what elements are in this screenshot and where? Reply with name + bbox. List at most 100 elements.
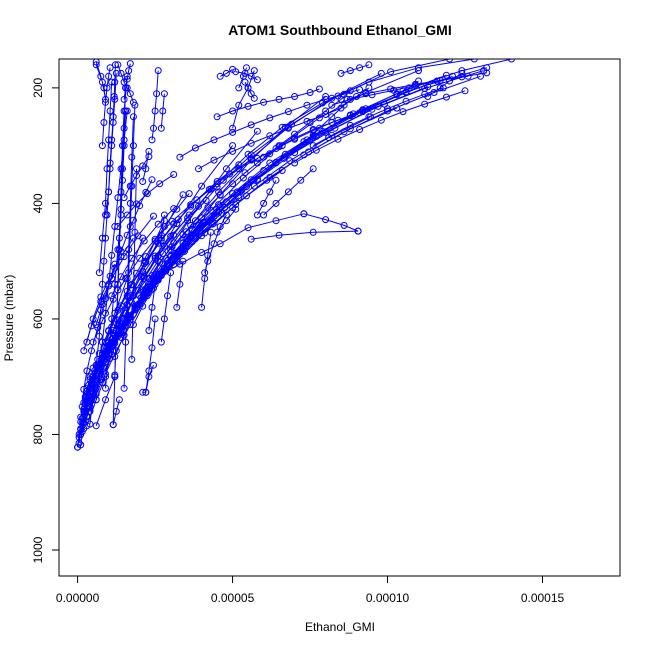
data-point [111,373,119,381]
data-point [92,422,100,430]
data-point [139,162,147,170]
chart-title: ATOM1 Southbound Ethanol_GMI [228,22,451,38]
data-point [156,258,164,266]
series-line [396,80,419,96]
data-point [247,72,255,80]
data-point [117,69,125,77]
data-point [213,208,221,216]
data-point [111,78,119,86]
data-point [253,159,261,167]
data-point [362,90,370,98]
data-point [266,150,274,158]
series-line [123,156,150,198]
data-point [247,139,255,147]
data-point [95,269,103,277]
data-point [168,217,176,225]
series-line [112,399,120,425]
data-point [126,90,134,98]
series-92 [83,373,109,430]
data-point [95,350,103,358]
series-line [198,107,342,170]
data-point [89,376,97,384]
data-point [150,361,157,369]
data-point [187,201,195,209]
data-point [117,188,125,196]
series-35 [95,78,116,277]
data-point [128,153,136,161]
y-tick-label: 600 [31,309,45,329]
data-point [115,396,123,404]
data-point [424,83,432,91]
data-point [80,407,88,415]
data-point [334,135,342,143]
series-line [101,234,175,383]
data-point [154,252,162,260]
data-point [128,299,136,307]
series-line [123,63,131,100]
series-line [263,168,314,216]
data-point [191,144,199,152]
series-59 [291,87,469,167]
data-point [232,205,240,213]
series-83 [92,176,156,329]
data-point [222,69,230,77]
data-point [117,302,125,310]
data-point [272,217,280,225]
data-point [207,185,215,193]
data-point [159,107,167,115]
data-point [140,260,148,267]
data-point [322,216,330,224]
data-point [129,142,137,150]
data-point [182,228,190,236]
data-point [235,165,243,173]
data-point [95,367,103,375]
series-line [204,214,227,273]
data-point [123,211,131,219]
data-point [92,396,100,404]
data-point [337,69,345,77]
data-point [399,108,407,116]
data-point [170,205,178,213]
data-point [98,142,106,150]
data-point [97,298,105,306]
data-point [115,246,123,254]
data-point [195,202,202,210]
data-point [100,119,108,126]
data-point [306,119,314,126]
series-line [170,103,385,250]
series-49 [157,90,168,132]
series-line [251,230,359,240]
data-point [284,188,292,196]
data-point [272,199,280,207]
data-point [120,95,128,103]
data-point [359,108,367,116]
y-tick-label: 800 [31,424,45,444]
data-point [266,132,274,140]
series-line [142,318,156,393]
data-point [170,231,178,239]
series-line [133,213,305,297]
data-point [148,136,156,144]
data-point [309,228,317,236]
data-point [235,84,243,92]
data-point [153,90,161,98]
series-76 [89,185,215,346]
series-40 [139,315,159,396]
data-point [184,214,192,222]
series-line [142,151,150,182]
data-point [458,69,466,77]
data-point [145,373,153,381]
data-point [129,321,137,329]
data-point [356,126,364,133]
data-point [151,107,159,115]
data-point [210,136,218,144]
data-point [306,89,314,96]
data-point [303,136,311,144]
data-point [241,78,249,86]
data-point [384,107,391,115]
data-point [136,254,144,262]
data-point [120,194,128,202]
series-line [216,208,237,233]
data-point [229,124,237,132]
data-point [191,235,199,243]
